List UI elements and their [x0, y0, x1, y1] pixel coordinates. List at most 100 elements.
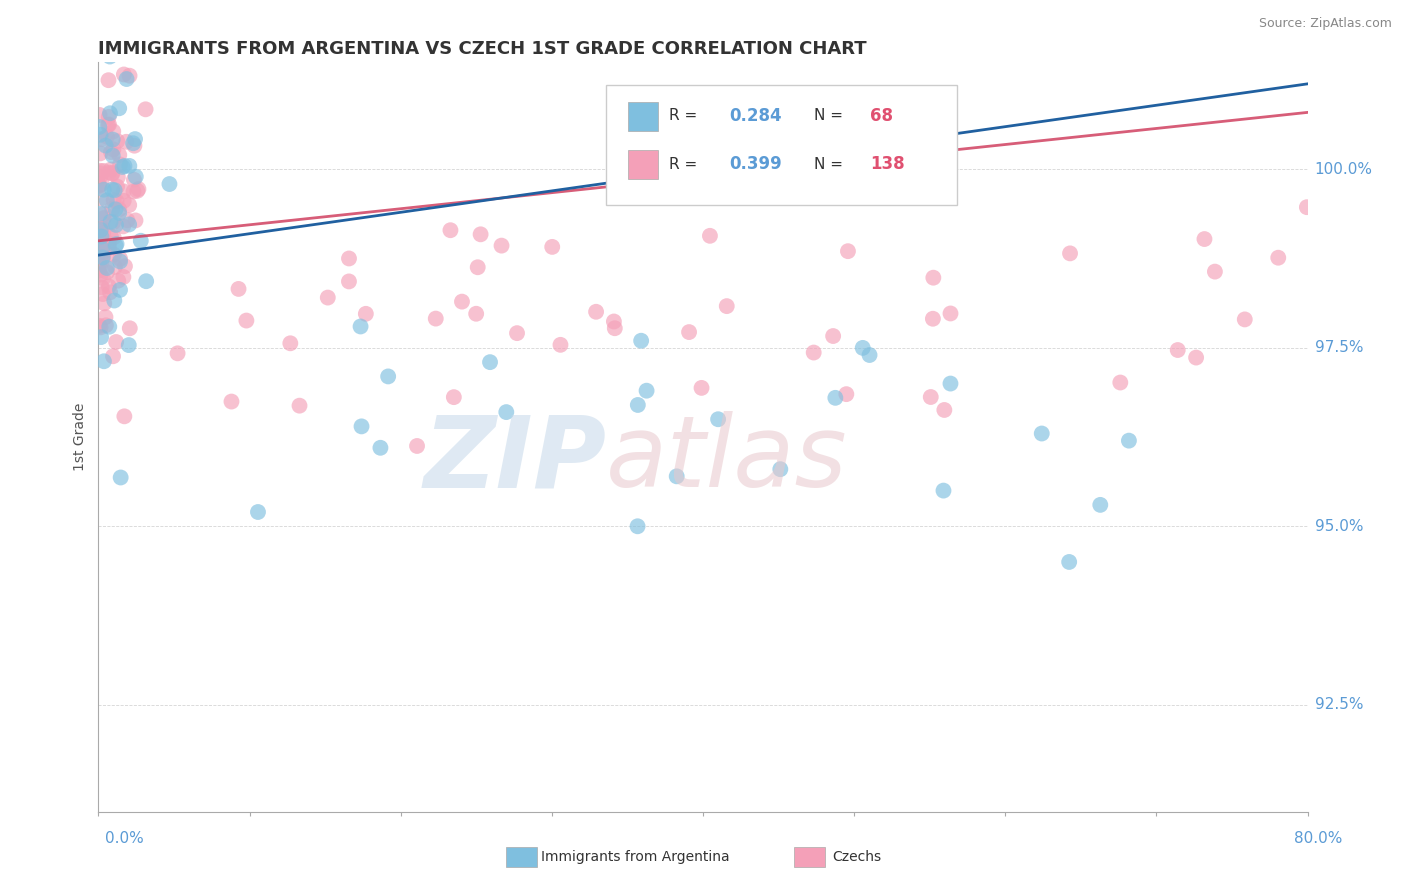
Bar: [628, 151, 658, 179]
Point: [932, 483, 955, 498]
Point: [101, 167, 124, 181]
Point: [112, 270, 135, 285]
Point: [108, 157, 131, 171]
Point: [89, 318, 111, 333]
Point: [479, 355, 502, 369]
Point: [124, 213, 146, 227]
Point: [89, 236, 111, 251]
Point: [316, 291, 339, 305]
Point: [105, 194, 128, 209]
Point: [101, 132, 124, 146]
Point: [105, 179, 128, 194]
Point: [103, 20, 125, 34]
Text: Czechs: Czechs: [832, 850, 882, 864]
Point: [89, 166, 111, 180]
Text: 138: 138: [870, 155, 904, 173]
Text: 0.399: 0.399: [730, 155, 782, 173]
Point: [91, 287, 114, 301]
Point: [89, 178, 111, 193]
Point: [118, 218, 141, 232]
Point: [103, 215, 125, 229]
Point: [221, 394, 243, 409]
Point: [91, 251, 114, 265]
Point: [443, 390, 465, 404]
Point: [98, 166, 121, 180]
Point: [349, 319, 371, 334]
Point: [97, 118, 120, 132]
Point: [1267, 251, 1289, 265]
Point: [108, 148, 131, 162]
Point: [716, 299, 738, 313]
Text: 0.284: 0.284: [730, 107, 782, 125]
Point: [103, 142, 125, 156]
Point: [626, 519, 648, 533]
Point: [585, 305, 607, 319]
Point: [93, 207, 115, 221]
Point: [103, 124, 125, 138]
Point: [235, 313, 257, 327]
Point: [627, 398, 650, 412]
Point: [103, 293, 125, 308]
Point: [922, 311, 945, 326]
Point: [127, 182, 149, 196]
Point: [89, 230, 111, 244]
Point: [125, 169, 148, 184]
Text: 97.5%: 97.5%: [1315, 341, 1362, 355]
Point: [90, 268, 112, 282]
Point: [108, 283, 131, 297]
Text: 92.5%: 92.5%: [1315, 698, 1362, 712]
Point: [603, 314, 626, 328]
Text: 95.0%: 95.0%: [1315, 519, 1362, 533]
Point: [337, 274, 360, 288]
Point: [470, 227, 492, 242]
Point: [699, 228, 721, 243]
Point: [603, 321, 626, 335]
Point: [91, 226, 114, 240]
Point: [93, 244, 115, 259]
Point: [1057, 555, 1080, 569]
Point: [769, 462, 792, 476]
Point: [350, 419, 373, 434]
Point: [94, 310, 117, 325]
Point: [823, 329, 845, 343]
Point: [934, 403, 956, 417]
Text: N =: N =: [814, 108, 848, 123]
Point: [108, 252, 131, 266]
Point: [90, 242, 112, 256]
Point: [115, 72, 138, 87]
Point: [90, 330, 112, 344]
Point: [97, 73, 120, 87]
Point: [135, 103, 157, 117]
Point: [103, 230, 125, 244]
Point: [406, 439, 429, 453]
Point: [707, 412, 730, 426]
Point: [89, 108, 111, 122]
Point: [118, 159, 141, 173]
Point: [111, 160, 134, 174]
Text: Immigrants from Argentina: Immigrants from Argentina: [541, 850, 730, 864]
Point: [1296, 200, 1319, 214]
Point: [1185, 351, 1208, 365]
Point: [108, 206, 131, 220]
Point: [100, 145, 122, 160]
Point: [93, 211, 115, 226]
Point: [90, 223, 112, 237]
Point: [228, 282, 250, 296]
Point: [93, 296, 115, 310]
Point: [114, 159, 136, 173]
Point: [939, 376, 962, 391]
Point: [93, 183, 115, 197]
Point: [94, 47, 117, 62]
Text: 68: 68: [870, 107, 893, 125]
Point: [114, 259, 136, 273]
Point: [108, 101, 131, 115]
Point: [108, 202, 131, 217]
Point: [100, 229, 122, 244]
Point: [636, 384, 658, 398]
Point: [98, 49, 121, 63]
Point: [1233, 312, 1256, 326]
Point: [550, 338, 572, 352]
Point: [451, 294, 474, 309]
Point: [630, 334, 652, 348]
Point: [98, 241, 121, 255]
